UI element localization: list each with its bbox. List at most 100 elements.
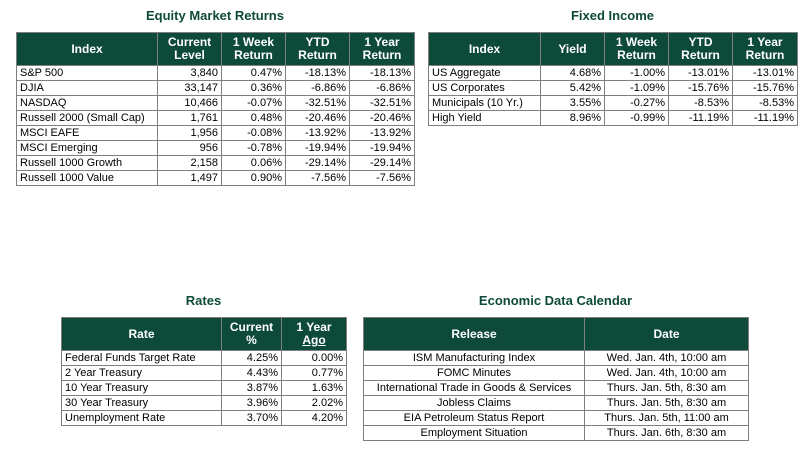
equity-row: MSCI EAFE 1,956 -0.08% -13.92% -13.92% — [16, 125, 415, 141]
fixed-col-ytd: YTD Return — [668, 32, 733, 66]
index-name-cell: NASDAQ — [16, 95, 158, 111]
ytd-return-cell: -6.86% — [285, 80, 350, 96]
index-name-cell: Russell 1000 Value — [16, 170, 158, 186]
index-name-cell: S&P 500 — [16, 65, 158, 81]
current-level-cell: 1,497 — [157, 170, 222, 186]
current-level-cell: 10,466 — [157, 95, 222, 111]
year-ago-cell: 0.77% — [281, 365, 347, 381]
equity-col-year: 1 Year Return — [349, 32, 415, 66]
year-return-cell: -32.51% — [349, 95, 415, 111]
index-name-cell: Municipals (10 Yr.) — [428, 95, 541, 111]
fixed-income-title: Fixed Income — [570, 8, 655, 23]
current-rate-cell: 3.70% — [221, 410, 282, 426]
equity-col-ytd: YTD Return — [285, 32, 350, 66]
fixed-income-row: Municipals (10 Yr.) 3.55% -0.27% -8.53% -8.5… — [428, 95, 798, 111]
index-name-cell: DJIA — [16, 80, 158, 96]
week-return-cell: -0.07% — [221, 95, 286, 111]
calendar-header-row: Release Date — [363, 317, 749, 351]
fixed-income-row: US Corporates 5.42% -1.09% -15.76% -15.76% — [428, 80, 798, 96]
year-return-cell: -13.92% — [349, 125, 415, 141]
equity-row: Russell 2000 (Small Cap) 1,761 0.48% -20.46… — [16, 110, 415, 126]
current-level-cell: 2,158 — [157, 155, 222, 171]
yield-cell: 5.42% — [540, 80, 605, 96]
calendar-section: Economic Data Calendar Release Date ISM … — [363, 288, 749, 458]
equity-row: DJIA 33,147 0.36% -6.86% -6.86% — [16, 80, 415, 96]
release-cell: EIA Petroleum Status Report — [363, 410, 585, 426]
rates-col-current: Current% — [221, 317, 282, 351]
index-name-cell: MSCI EAFE — [16, 125, 158, 141]
calendar-row: EIA Petroleum Status Report Thurs. Jan. 5… — [363, 410, 749, 426]
calendar-title: Economic Data Calendar — [478, 293, 633, 308]
week-return-cell: -0.27% — [604, 95, 669, 111]
fixed-col-yield: Yield — [540, 32, 605, 66]
year-ago-cell: 1.63% — [281, 380, 347, 396]
rate-name-cell: 30 Year Treasury — [61, 395, 222, 411]
index-name-cell: US Aggregate — [428, 65, 541, 81]
ytd-return-cell: -7.56% — [285, 170, 350, 186]
fixed-income-section: Fixed Income Index Yield 1 Week Return YT… — [428, 0, 798, 140]
equity-row: Russell 1000 Growth 2,158 0.06% -29.14% -29.… — [16, 155, 415, 171]
rates-row: Unemployment Rate 3.70% 4.20% — [61, 410, 347, 426]
week-return-cell: 0.36% — [221, 80, 286, 96]
week-return-cell: 0.48% — [221, 110, 286, 126]
fixed-header-row: Index Yield 1 Week Return YTD Return 1 Yea… — [428, 32, 798, 66]
date-cell: Thurs. Jan. 6th, 8:30 am — [584, 425, 749, 441]
current-level-cell: 3,840 — [157, 65, 222, 81]
year-ago-cell: 0.00% — [281, 350, 347, 366]
index-name-cell: Russell 2000 (Small Cap) — [16, 110, 158, 126]
year-return-cell: -18.13% — [349, 65, 415, 81]
year-return-cell: -29.14% — [349, 155, 415, 171]
ytd-return-cell: -13.92% — [285, 125, 350, 141]
yield-cell: 3.55% — [540, 95, 605, 111]
rate-name-cell: Unemployment Rate — [61, 410, 222, 426]
calendar-col-date: Date — [584, 317, 749, 351]
year-ago-cell: 2.02% — [281, 395, 347, 411]
year-ago-cell: 4.20% — [281, 410, 347, 426]
current-level-cell: 956 — [157, 140, 222, 156]
year-return-cell: -6.86% — [349, 80, 415, 96]
rate-name-cell: 10 Year Treasury — [61, 380, 222, 396]
calendar-row: Employment Situation Thurs. Jan. 6th, 8:3… — [363, 425, 749, 441]
equity-row: MSCI Emerging 956 -0.78% -19.94% -19.94% — [16, 140, 415, 156]
calendar-row: International Trade in Goods & Services T… — [363, 380, 749, 396]
current-rate-cell: 3.87% — [221, 380, 282, 396]
equity-title: Equity Market Returns — [146, 8, 284, 23]
fixed-income-table: Index Yield 1 Week Return YTD Return 1 Yea… — [428, 32, 798, 126]
week-return-cell: 0.90% — [221, 170, 286, 186]
week-return-cell: 0.47% — [221, 65, 286, 81]
release-cell: Employment Situation — [363, 425, 585, 441]
ytd-return-cell: -19.94% — [285, 140, 350, 156]
equity-row: S&P 500 3,840 0.47% -18.13% -18.13% — [16, 65, 415, 81]
equity-col-index: Index — [16, 32, 158, 66]
rates-section: Rates Rate Current% 1 Year Ago Federal Fu… — [61, 288, 347, 438]
year-return-cell: -19.94% — [349, 140, 415, 156]
release-cell: International Trade in Goods & Services — [363, 380, 585, 396]
equity-header-row: Index Current Level 1 Week Return YTD Retur… — [16, 32, 415, 66]
year-return-cell: -7.56% — [349, 170, 415, 186]
current-rate-cell: 3.96% — [221, 395, 282, 411]
fixed-col-year: 1 Year Return — [732, 32, 798, 66]
calendar-col-release: Release — [363, 317, 585, 351]
current-rate-cell: 4.25% — [221, 350, 282, 366]
ytd-return-cell: -18.13% — [285, 65, 350, 81]
week-return-cell: -1.00% — [604, 65, 669, 81]
date-cell: Thurs. Jan. 5th, 11:00 am — [584, 410, 749, 426]
week-return-cell: 0.06% — [221, 155, 286, 171]
index-name-cell: US Corporates — [428, 80, 541, 96]
fixed-col-week: 1 Week Return — [604, 32, 669, 66]
index-name-cell: Russell 1000 Growth — [16, 155, 158, 171]
index-name-cell: High Yield — [428, 110, 541, 126]
calendar-row: ISM Manufacturing Index Wed. Jan. 4th, 10… — [363, 350, 749, 366]
current-level-cell: 33,147 — [157, 80, 222, 96]
ytd-return-cell: -20.46% — [285, 110, 350, 126]
release-cell: ISM Manufacturing Index — [363, 350, 585, 366]
rates-row: 30 Year Treasury 3.96% 2.02% — [61, 395, 347, 411]
current-rate-cell: 4.43% — [221, 365, 282, 381]
calendar-row: FOMC Minutes Wed. Jan. 4th, 10:00 am — [363, 365, 749, 381]
calendar-row: Jobless Claims Thurs. Jan. 5th, 8:30 am — [363, 395, 749, 411]
date-cell: Wed. Jan. 4th, 10:00 am — [584, 350, 749, 366]
ytd-return-cell: -11.19% — [668, 110, 733, 126]
year-return-cell: -8.53% — [732, 95, 798, 111]
rate-name-cell: Federal Funds Target Rate — [61, 350, 222, 366]
release-cell: Jobless Claims — [363, 395, 585, 411]
